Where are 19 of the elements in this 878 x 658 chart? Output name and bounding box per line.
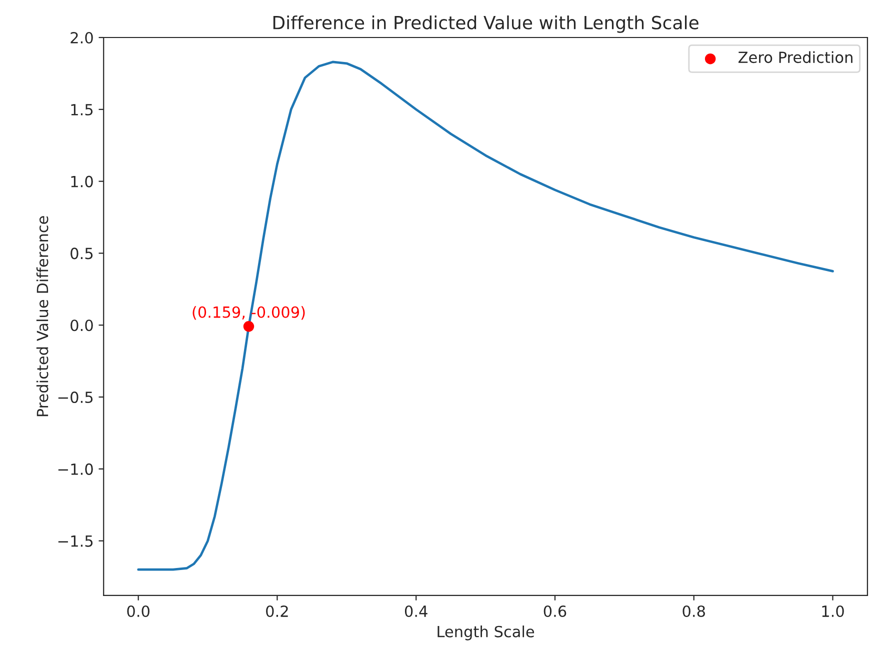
y-tick-label: −1.0 [58,463,93,475]
x-tick-label: 1.0 [822,605,844,618]
y-tick-label: −0.5 [58,391,93,404]
x-tick-label: 0.6 [544,605,566,618]
y-tick-label: 1.0 [71,176,93,188]
x-tick-label: 0.0 [127,605,150,618]
annotation: (0.159, -0.009) [192,306,305,320]
y-tick-label: 2.0 [70,32,93,44]
y-axis-title: Predicted Value Difference [36,216,48,416]
x-tick-label: 0.8 [682,605,705,618]
y-tick-label: 1.5 [71,104,93,116]
x-tick-label: 0.2 [266,605,288,618]
x-tick-label: 0.4 [404,605,428,618]
y-tick-label: −1.5 [58,536,93,547]
y-tick-label: 0.5 [70,248,93,260]
y-tick-label: 0.0 [70,320,93,332]
x-axis-title: Length Scale [438,626,534,640]
chart-title: Difference in Predicted Value with Length Scale [273,15,698,33]
legend-label: Zero Prediction [738,51,852,64]
